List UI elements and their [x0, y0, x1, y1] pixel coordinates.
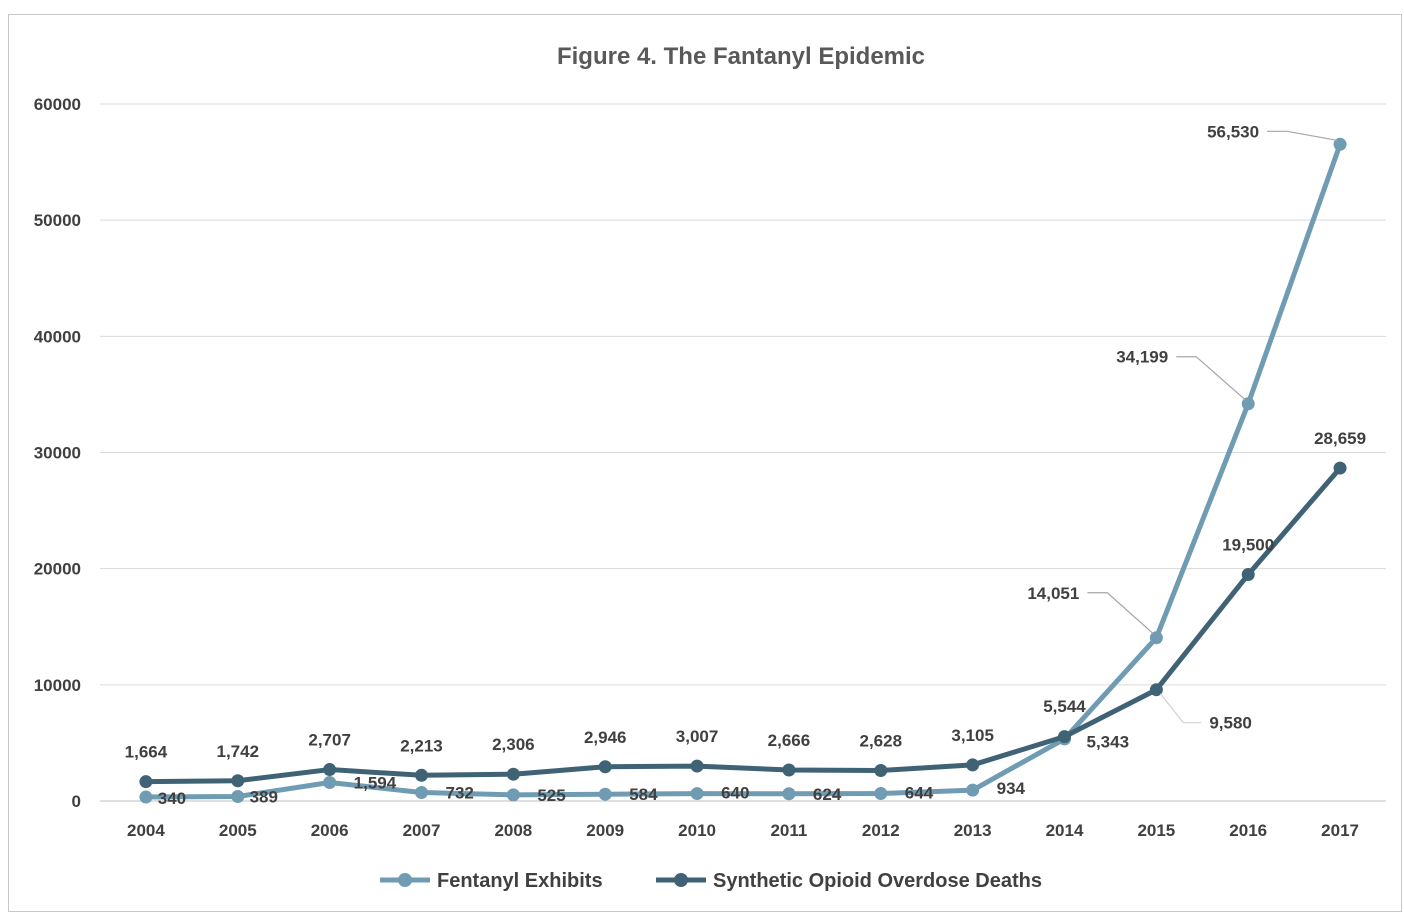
data-label: 2,213: [400, 736, 443, 755]
data-label: 584: [629, 785, 658, 804]
data-label: 3,007: [676, 727, 719, 746]
data-point: [139, 790, 153, 804]
data-label: 644: [905, 784, 934, 803]
data-point: [506, 767, 520, 781]
data-label: 2,946: [584, 728, 627, 747]
data-label: 340: [158, 789, 186, 808]
y-tick-label: 20000: [34, 560, 81, 579]
legend: Fentanyl Exhibits Synthetic Opioid Overdo…: [380, 870, 1042, 892]
y-tick-label: 10000: [34, 676, 81, 695]
data-point: [506, 788, 520, 802]
y-tick-label: 40000: [34, 327, 81, 346]
x-tick-label: 2012: [862, 821, 900, 840]
data-point: [690, 759, 704, 773]
y-tick-label: 30000: [34, 444, 81, 463]
data-label: 934: [997, 779, 1026, 798]
series-lines: [139, 137, 1347, 804]
data-point: [598, 787, 612, 801]
data-label: 14,051: [1027, 584, 1079, 603]
x-tick-label: 2008: [494, 821, 532, 840]
y-tick-label: 60000: [34, 95, 81, 114]
data-label: 19,500: [1222, 535, 1274, 554]
data-label: 1,594: [354, 773, 397, 792]
data-label: 56,530: [1207, 122, 1259, 141]
data-point: [782, 763, 796, 777]
data-point: [139, 775, 153, 789]
data-label: 2,666: [768, 731, 811, 750]
y-tick-label: 50000: [34, 211, 81, 230]
x-tick-label: 2015: [1137, 821, 1175, 840]
x-tick-label: 2011: [770, 821, 807, 840]
series-line: [145, 143, 1343, 800]
chart-title: Figure 4. The Fantanyl Epidemic: [557, 43, 925, 70]
x-tick-label: 2007: [403, 821, 441, 840]
leader-line: [1267, 130, 1338, 141]
legend-swatch-marker: [674, 873, 688, 887]
data-label: 5,343: [1087, 733, 1130, 752]
data-point: [1058, 730, 1071, 744]
data-label: 2,628: [860, 731, 903, 750]
leader-line: [1087, 592, 1154, 635]
data-point: [323, 775, 337, 789]
x-tick-label: 2014: [1046, 821, 1084, 840]
x-tick-label: 2017: [1321, 821, 1359, 840]
x-tick-label: 2005: [219, 821, 257, 840]
legend-swatch-marker: [398, 873, 412, 887]
x-tick-label: 2016: [1229, 821, 1267, 840]
data-point: [323, 763, 337, 777]
data-point: [874, 763, 888, 777]
data-label: 732: [446, 783, 474, 802]
data-point: [966, 758, 980, 772]
data-point: [415, 785, 428, 799]
data-label: 389: [250, 787, 278, 806]
y-tick-label: 0: [72, 792, 81, 811]
data-point: [231, 789, 245, 803]
data-label: 1,742: [217, 742, 260, 761]
data-label: 2,707: [308, 731, 351, 750]
data-point: [1149, 631, 1163, 645]
data-label: 34,199: [1116, 348, 1168, 367]
x-tick-label: 2009: [586, 821, 624, 840]
x-tick-label: 2010: [678, 821, 716, 840]
line-chart: Figure 4. The Fantanyl Epidemic 0 10000 20…: [34, 43, 1386, 892]
data-point: [231, 774, 245, 788]
leader-line: [1176, 356, 1246, 401]
data-label: 1,664: [125, 743, 168, 762]
data-label: 640: [721, 784, 749, 803]
axis-labels: 0 10000 20000 30000 40000 50000 60000 2004 2005 2…: [34, 95, 1359, 840]
legend-label: Synthetic Opioid Overdose Deaths: [713, 870, 1042, 892]
x-tick-label: 2004: [127, 821, 165, 840]
data-labels: 340 389 1,594 732 525 584 640 624 644 934 5,544 14,…: [125, 122, 1366, 808]
x-tick-label: 2006: [311, 821, 349, 840]
data-point: [1149, 683, 1163, 697]
leader-line: [1159, 693, 1202, 724]
data-label: 28,659: [1314, 429, 1366, 448]
data-point: [690, 787, 704, 801]
data-label: 525: [537, 786, 565, 805]
data-point: [1241, 567, 1255, 581]
data-point: [598, 760, 612, 774]
data-point: [874, 787, 888, 801]
data-point: [966, 783, 980, 797]
legend-label: Fentanyl Exhibits: [437, 870, 603, 892]
data-label: 624: [813, 785, 842, 804]
chart-frame: Figure 4. The Fantanyl Epidemic 0 10000 20…: [8, 14, 1402, 912]
data-point: [1333, 461, 1347, 475]
data-point: [782, 787, 796, 801]
data-label: 9,580: [1209, 714, 1252, 733]
data-label: 5,544: [1043, 697, 1086, 716]
data-point: [1241, 397, 1255, 411]
data-label: 3,105: [951, 726, 994, 745]
x-tick-label: 2013: [954, 821, 992, 840]
data-label: 2,306: [492, 735, 535, 754]
data-point: [415, 768, 428, 782]
grid-lines: [100, 103, 1386, 802]
series-line: [145, 466, 1342, 785]
data-point: [1333, 137, 1347, 151]
